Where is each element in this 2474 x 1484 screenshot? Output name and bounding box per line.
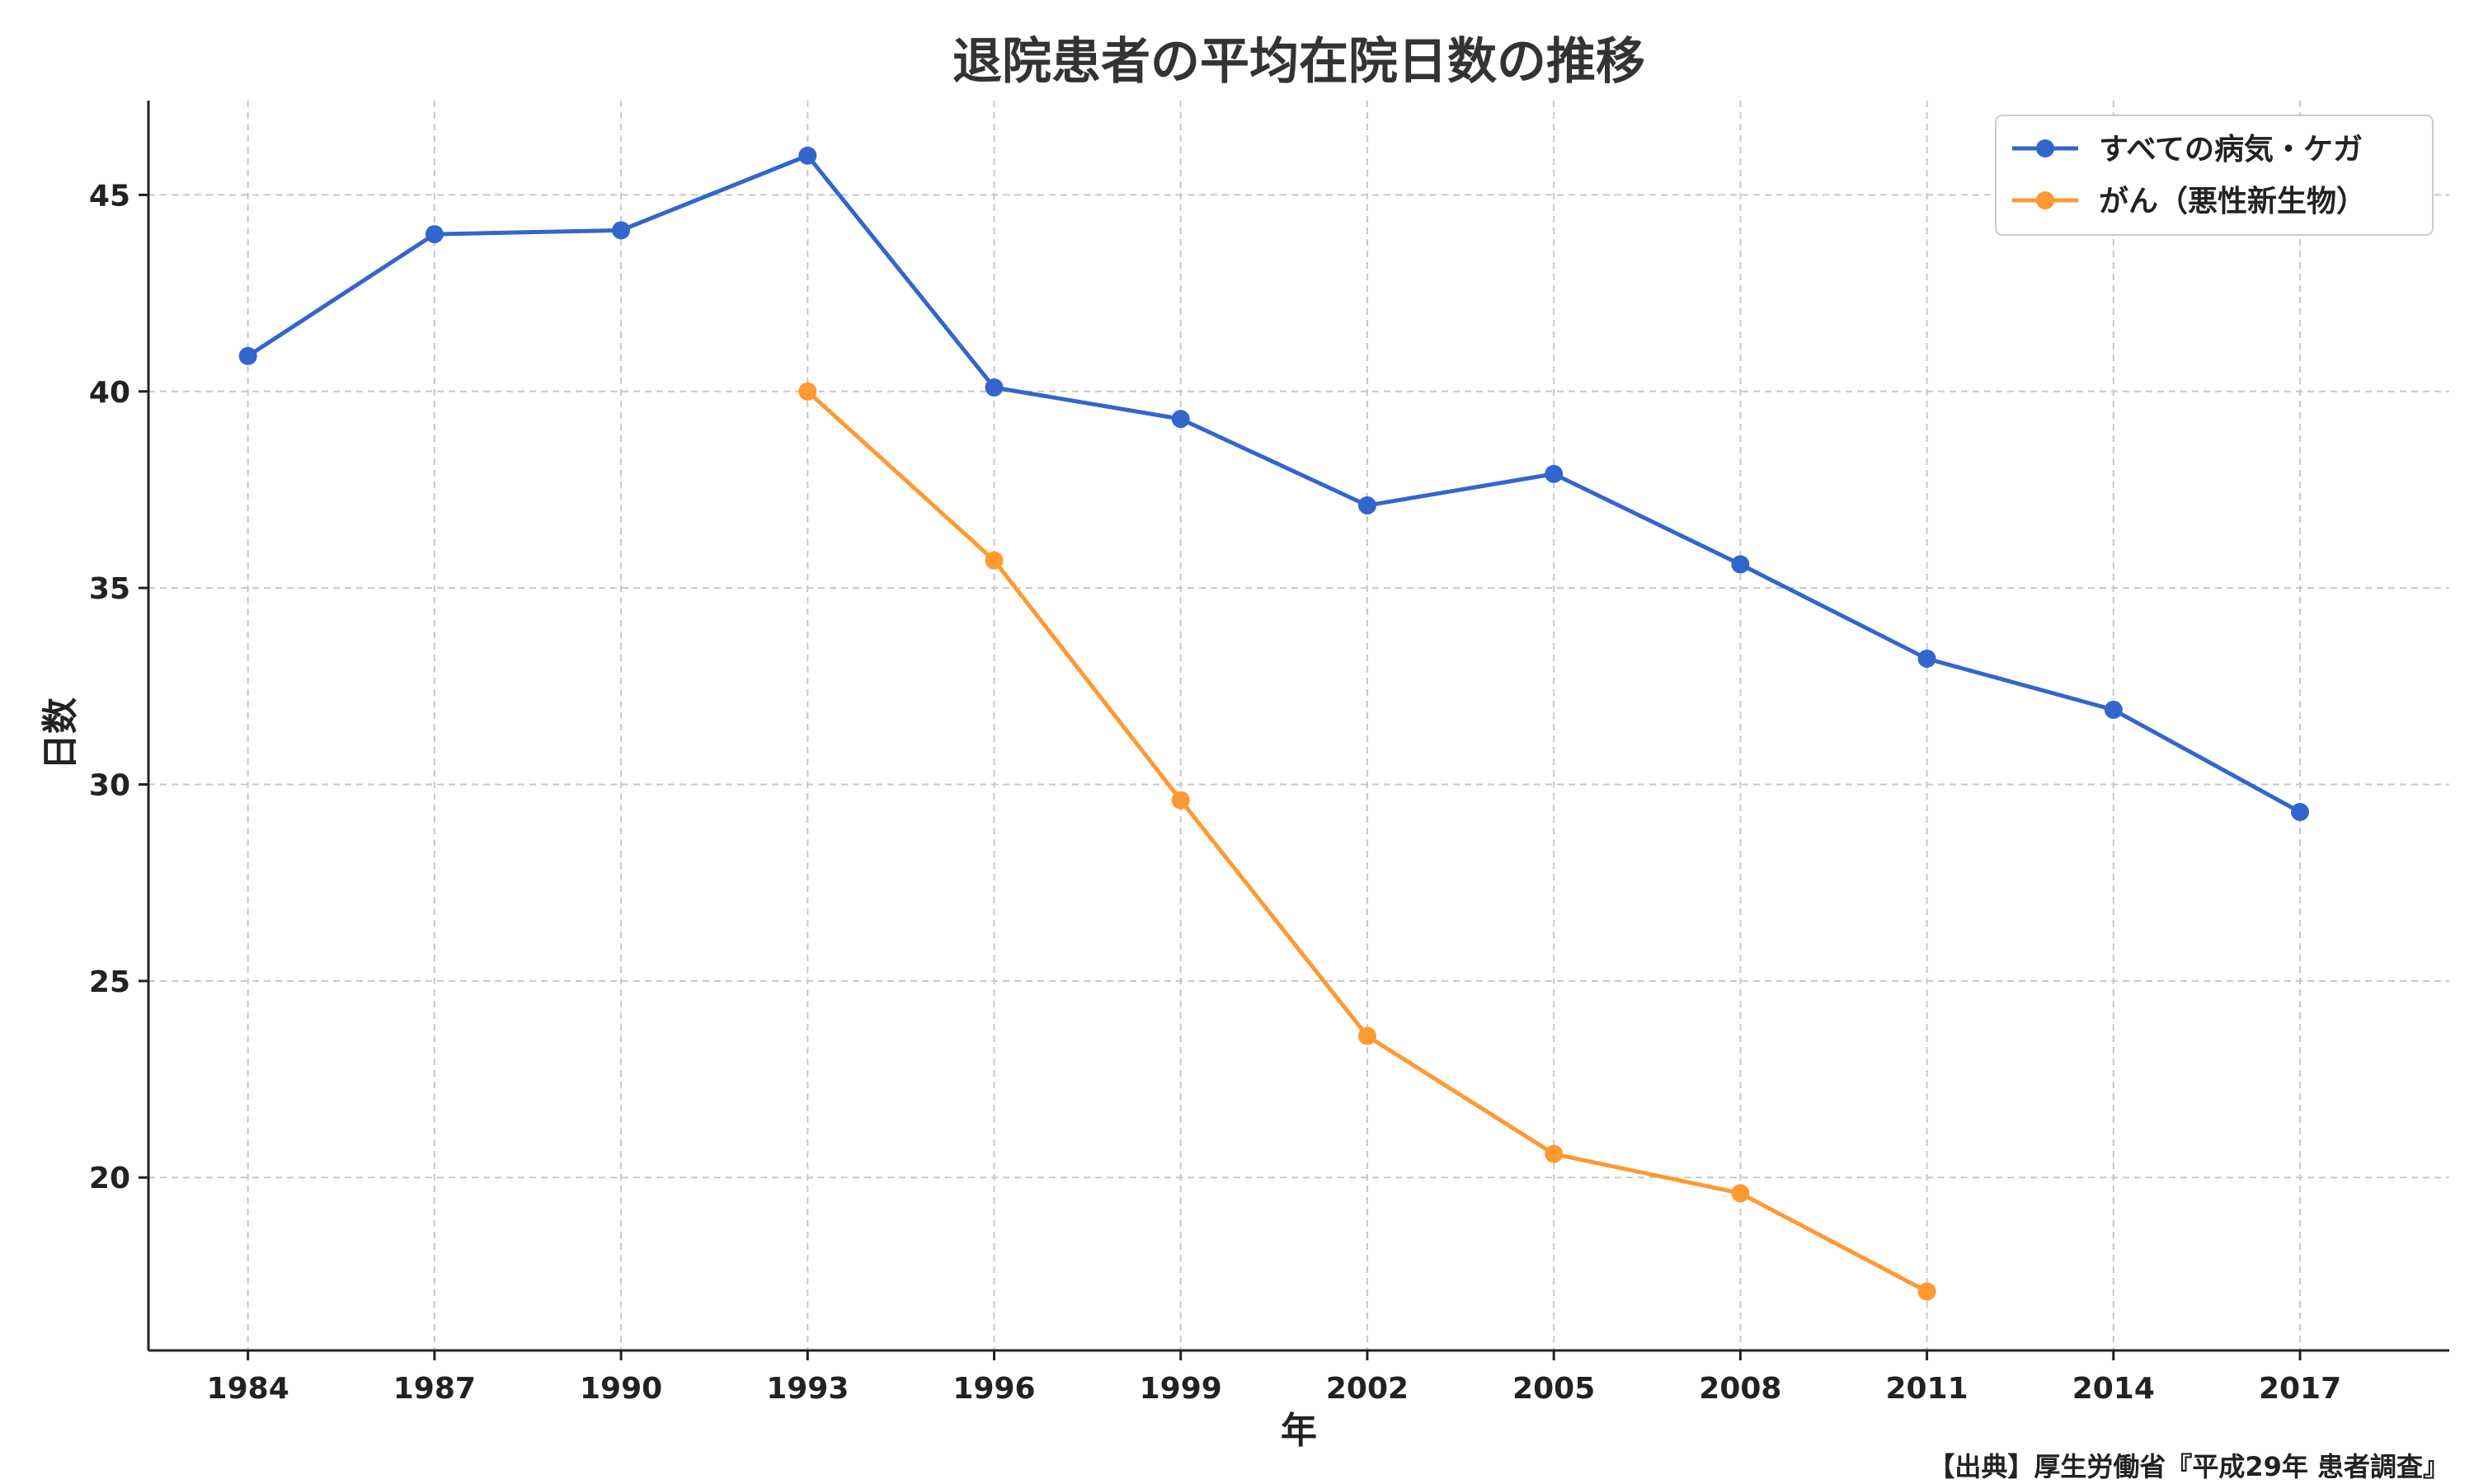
data-point [425, 225, 444, 244]
legend: すべての病気・ケガ がん（悪性新生物） [1995, 115, 2434, 236]
source-note: 【出典】厚生労働省『平成29年 患者調査』 [1928, 1451, 2449, 1482]
data-point [798, 382, 817, 401]
x-tick-label: 1993 [766, 1372, 849, 1406]
x-tick-label: 2011 [1885, 1372, 1968, 1406]
data-point [2104, 700, 2123, 719]
x-axis-label: 年 [1281, 1410, 1317, 1452]
legend-label-all: すべての病気・ケガ [2099, 133, 2363, 167]
data-point [1731, 1184, 1750, 1203]
x-tick-label: 1987 [393, 1372, 476, 1406]
x-tick-label: 1999 [1140, 1372, 1222, 1406]
y-tick-label: 30 [89, 769, 130, 803]
legend-marker-cancer [2036, 191, 2054, 209]
y-tick-label: 40 [89, 376, 130, 410]
data-point [1731, 555, 1750, 574]
series-layer [238, 146, 2310, 1301]
x-tick-label: 2014 [2072, 1372, 2155, 1406]
data-point [985, 551, 1004, 570]
data-point [798, 146, 817, 165]
data-point [1171, 791, 1190, 810]
x-tick-label: 2008 [1699, 1372, 1781, 1406]
y-axis-label: 日数 [40, 697, 82, 770]
data-point [1917, 649, 1936, 668]
data-point [985, 378, 1004, 397]
legend-box [1995, 115, 2434, 236]
y-tick-label: 35 [89, 572, 130, 606]
grid [148, 101, 2449, 1350]
chart-title: 退院患者の平均在院日数の推移 [952, 33, 1645, 91]
data-point [612, 221, 631, 240]
data-point [2291, 802, 2310, 821]
data-point [1357, 496, 1376, 515]
data-point [1545, 464, 1564, 483]
data-point [1357, 1026, 1376, 1045]
x-tick-label: 2005 [1512, 1372, 1595, 1406]
legend-label-cancer: がん（悪性新生物） [2099, 185, 2366, 218]
x-tick-label: 1990 [580, 1372, 662, 1406]
y-tick-label: 25 [89, 965, 130, 999]
legend-marker-all [2036, 139, 2054, 157]
x-tick-label: 1996 [952, 1372, 1035, 1406]
x-tick-label: 1984 [207, 1372, 289, 1406]
axes [147, 101, 2449, 1352]
x-tick-label: 2017 [2259, 1372, 2341, 1406]
y-tick-label: 45 [89, 179, 130, 213]
data-point [1171, 410, 1190, 429]
x-tick-label: 2002 [1326, 1372, 1409, 1406]
data-point [1545, 1144, 1564, 1163]
data-point [1917, 1282, 1936, 1301]
y-tick-label: 20 [89, 1162, 130, 1195]
data-point [238, 346, 257, 365]
ticks: 1984 1987 1990 1993 1996 1999 2002 2005 2008 2011… [89, 179, 2341, 1406]
series-line-0 [246, 153, 2302, 815]
